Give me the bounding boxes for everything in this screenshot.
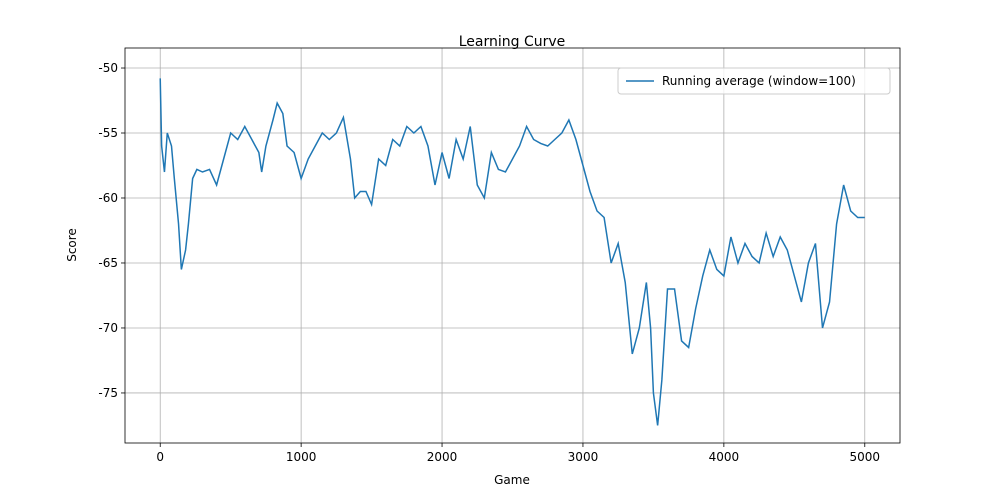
y-tick-label: -75 <box>98 386 118 400</box>
y-axis-label: Score <box>65 228 79 262</box>
grid: 0 1000 2000 3000 4000 5000 -50 -55 -60 -65 -70 -75 <box>98 48 900 464</box>
y-tick-label: -65 <box>98 256 118 270</box>
legend-label: Running average (window=100) <box>662 74 856 88</box>
x-tick-label: 3000 <box>568 450 599 464</box>
x-tick-label: 1000 <box>286 450 317 464</box>
x-tick-label: 0 <box>156 450 164 464</box>
y-tick-label: -55 <box>98 126 118 140</box>
y-tick-label: -50 <box>98 61 118 75</box>
plot <box>159 78 865 426</box>
legend: Running average (window=100) <box>617 67 891 95</box>
y-tick-label: -60 <box>98 191 118 205</box>
data-line <box>159 78 865 426</box>
chart-title: Learning Curve <box>459 34 566 50</box>
y-tick-label: -70 <box>98 321 118 335</box>
plot-frame <box>124 47 901 444</box>
x-tick-label: 2000 <box>427 450 458 464</box>
legend-box <box>617 67 891 95</box>
x-tick-label: 5000 <box>849 450 880 464</box>
x-axis-label: Game <box>494 473 530 487</box>
x-tick-label: 4000 <box>709 450 740 464</box>
